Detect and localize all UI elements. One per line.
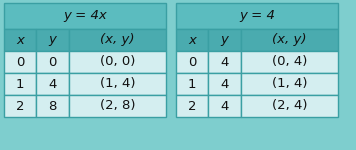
Bar [36,51,69,73]
Text: 1: 1 [188,78,197,90]
Text: x: x [188,33,196,46]
Bar [36,29,69,51]
Text: 2: 2 [16,99,25,112]
Bar [69,29,166,51]
Bar [176,95,208,117]
Bar [69,51,166,73]
Text: 4: 4 [220,78,229,90]
Bar [176,51,208,73]
Text: (2, 4): (2, 4) [272,99,307,112]
Bar [4,95,36,117]
Text: (1, 4): (1, 4) [272,78,307,90]
Bar [4,73,36,95]
Text: 0: 0 [48,56,57,69]
Bar [176,3,338,29]
Text: 0: 0 [16,56,25,69]
Bar [176,29,208,51]
Text: 1: 1 [16,78,25,90]
Bar [69,95,166,117]
Text: y: y [221,33,229,46]
Bar [36,73,69,95]
Bar [208,73,241,95]
Text: 4: 4 [48,78,57,90]
Bar [4,51,36,73]
Text: x: x [16,33,24,46]
Text: y = 4: y = 4 [239,9,275,22]
Bar [4,29,36,51]
Bar [241,51,338,73]
Bar [176,73,208,95]
Text: 8: 8 [48,99,57,112]
Bar [241,95,338,117]
Text: 4: 4 [220,56,229,69]
Text: y = 4x: y = 4x [63,9,107,22]
Bar [241,73,338,95]
Bar [241,29,338,51]
Text: 2: 2 [188,99,197,112]
Text: (2, 8): (2, 8) [100,99,135,112]
Text: 4: 4 [220,99,229,112]
Bar [36,95,69,117]
Bar [208,95,241,117]
Text: 0: 0 [188,56,197,69]
Bar [69,73,166,95]
Text: (x, y): (x, y) [272,33,307,46]
Text: (x, y): (x, y) [100,33,135,46]
Text: (0, 0): (0, 0) [100,56,135,69]
Bar [4,3,166,29]
Text: (0, 4): (0, 4) [272,56,307,69]
Text: (1, 4): (1, 4) [100,78,135,90]
Bar [208,51,241,73]
Text: y: y [49,33,57,46]
Bar [208,29,241,51]
